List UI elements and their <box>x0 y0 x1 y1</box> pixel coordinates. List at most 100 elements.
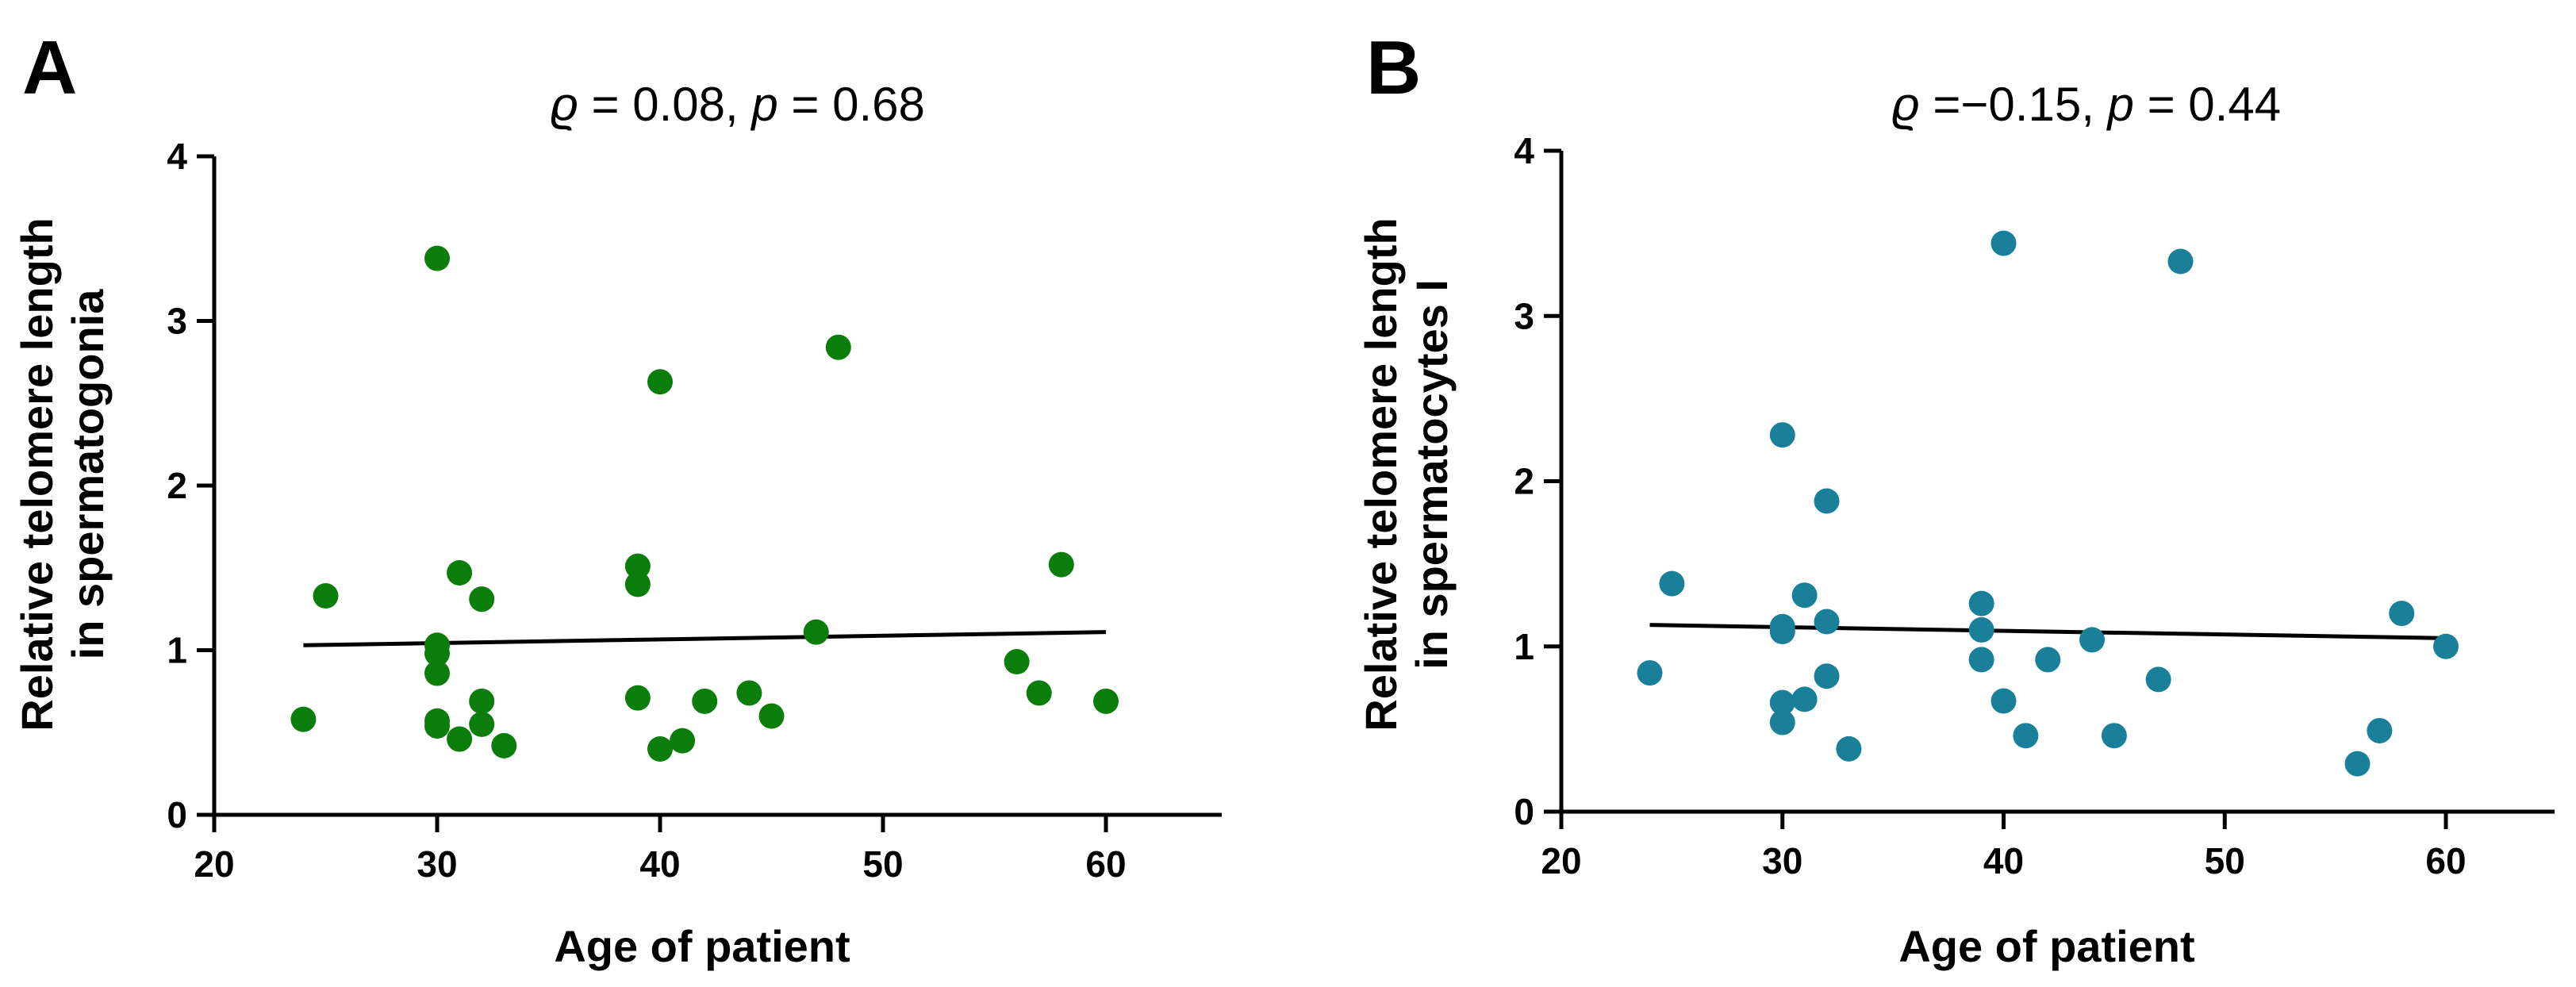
data-point-a-18 <box>647 736 673 762</box>
y-axis-title-line2-b: in spermatocytes I <box>1407 279 1457 670</box>
points-a <box>290 245 1119 762</box>
data-point-a-5 <box>424 660 450 686</box>
data-point-b-26 <box>2389 601 2415 627</box>
data-point-b-27 <box>2433 633 2459 659</box>
x-tick-label-a-30: 30 <box>417 843 457 885</box>
data-point-b-5 <box>1769 689 1795 716</box>
x-tick-label-a-20: 20 <box>194 843 234 885</box>
fit-a <box>303 630 1107 647</box>
data-point-a-1 <box>313 583 339 609</box>
y-tick-label-b-3: 3 <box>1514 295 1534 336</box>
panel-label-b: B <box>1366 25 1421 110</box>
data-point-b-13 <box>1968 590 1994 616</box>
data-point-b-1 <box>1659 570 1685 597</box>
data-point-b-19 <box>2035 647 2061 673</box>
panel-a: A ϱ = 0.08, p = 0.68 Relative telomere l… <box>12 25 1222 971</box>
data-point-b-12 <box>1836 735 1862 762</box>
data-point-a-22 <box>758 703 785 729</box>
panel-b: B ϱ =−0.15, p = 0.44 Relative telomere l… <box>1356 25 2555 971</box>
data-point-a-26 <box>1026 680 1052 706</box>
y-tick-label-a-0: 0 <box>167 794 187 835</box>
p-value-b: = 0.44 <box>2134 78 2281 131</box>
data-point-b-6 <box>1769 709 1795 735</box>
x-tick-label-a-50: 50 <box>862 843 903 885</box>
fit-b <box>1649 623 2447 640</box>
x-tick-label-b-60: 60 <box>2425 840 2466 881</box>
data-point-a-7 <box>424 712 450 739</box>
y-tick-label-b-2: 2 <box>1514 461 1534 502</box>
y-tick-label-b-1: 1 <box>1514 626 1534 667</box>
x-tick-label-b-50: 50 <box>2205 840 2245 881</box>
data-point-a-8 <box>447 559 473 586</box>
data-point-b-2 <box>1769 422 1795 448</box>
y-tick-label-a-2: 2 <box>167 465 187 506</box>
data-point-b-7 <box>1791 582 1818 609</box>
data-point-b-0 <box>1637 660 1663 686</box>
data-point-a-19 <box>670 728 696 754</box>
p-value-a: = 0.68 <box>778 78 925 131</box>
data-point-a-25 <box>1004 649 1030 675</box>
data-point-a-9 <box>447 726 473 752</box>
y-axis-title-line2-a: in spermatogonia <box>63 289 113 660</box>
data-point-a-21 <box>736 680 762 706</box>
data-point-a-11 <box>469 688 495 714</box>
ticks-a: 20 30 40 50 60 0 1 2 3 4 <box>167 136 1126 885</box>
data-point-b-21 <box>2101 723 2127 749</box>
data-point-b-23 <box>2167 248 2194 275</box>
x-tick-label-b-30: 30 <box>1762 840 1802 881</box>
data-point-a-28 <box>1093 688 1119 714</box>
x-axis-title-b: Age of patient <box>1898 921 2194 971</box>
stat-annotation-b: ϱ =−0.15, p = 0.44 <box>1892 78 2281 131</box>
p-symbol-a: p <box>750 78 777 131</box>
panel-label-a: A <box>22 25 77 110</box>
data-point-a-15 <box>624 571 651 597</box>
data-point-a-17 <box>647 369 673 395</box>
y-tick-label-b-0: 0 <box>1514 791 1534 832</box>
rho-symbol-b: ϱ <box>1892 78 1920 131</box>
y-tick-label-a-3: 3 <box>167 301 187 342</box>
data-point-a-16 <box>624 685 651 711</box>
data-point-b-15 <box>1968 647 1994 673</box>
y-axis-title-line1-a: Relative telomere length <box>12 217 62 731</box>
data-point-b-25 <box>2367 717 2393 743</box>
data-point-a-4 <box>424 640 450 666</box>
data-point-b-18 <box>2013 723 2039 749</box>
data-point-a-2 <box>424 245 450 271</box>
data-point-a-24 <box>825 334 851 360</box>
data-point-b-9 <box>1814 488 1840 514</box>
points-b <box>1637 230 2459 777</box>
x-tick-label-b-20: 20 <box>1541 840 1581 881</box>
x-axis-title-a: Age of patient <box>554 921 850 971</box>
data-point-a-13 <box>491 732 517 758</box>
data-point-a-23 <box>803 619 829 645</box>
data-point-b-24 <box>2344 751 2371 777</box>
ticks-b: 20 30 40 50 60 0 1 2 3 4 <box>1514 130 2466 881</box>
regression-line-a <box>303 630 1107 647</box>
data-point-a-0 <box>290 706 317 732</box>
data-point-a-12 <box>469 711 495 737</box>
data-point-a-20 <box>692 688 718 714</box>
stat-annotation-a: ϱ = 0.08, p = 0.68 <box>551 78 925 131</box>
rho-value-b: =−0.15, <box>1920 78 2108 131</box>
x-tick-label-a-40: 40 <box>639 843 680 885</box>
data-point-b-14 <box>1968 616 1994 643</box>
data-point-b-16 <box>1991 230 2017 256</box>
data-point-a-27 <box>1048 551 1074 578</box>
y-tick-label-a-1: 1 <box>167 630 187 671</box>
x-tick-label-a-60: 60 <box>1085 843 1126 885</box>
data-point-b-17 <box>1991 688 2017 714</box>
data-point-b-11 <box>1814 663 1840 689</box>
data-point-a-14 <box>624 553 651 579</box>
x-tick-label-b-40: 40 <box>1983 840 2024 881</box>
data-point-b-22 <box>2145 666 2171 693</box>
rho-value-a: = 0.08, <box>578 78 752 131</box>
data-point-b-8 <box>1791 686 1818 712</box>
p-symbol-b: p <box>2106 78 2134 131</box>
y-tick-label-b-4: 4 <box>1514 130 1534 171</box>
regression-line-b <box>1649 623 2447 640</box>
rho-symbol-a: ϱ <box>551 78 578 131</box>
y-axis-title-line1-b: Relative telomere length <box>1356 217 1406 731</box>
data-point-b-20 <box>2079 627 2105 653</box>
data-point-a-10 <box>469 586 495 613</box>
